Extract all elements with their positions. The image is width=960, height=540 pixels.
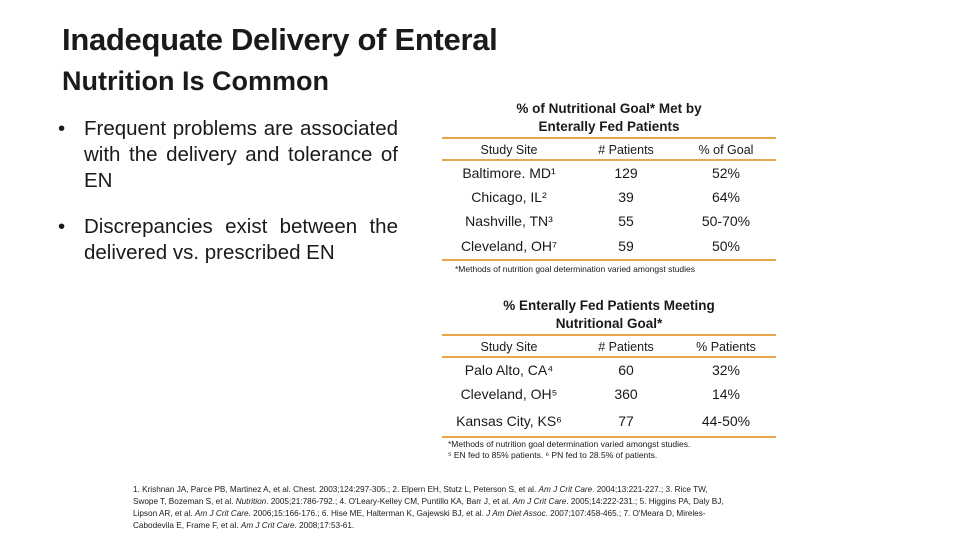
references: 1. Krishnan JA, Parce PB, Martinez A, et…: [133, 484, 793, 532]
table-row: Cleveland, OH⁷ 59 50%: [442, 233, 776, 261]
slide-subtitle: Nutrition Is Common: [62, 66, 329, 96]
slide-title: Inadequate Delivery of Enteral: [62, 22, 498, 57]
bullet-item: • Frequent problems are associated with …: [58, 116, 398, 194]
bullet-text: Frequent problems are associated with th…: [84, 117, 398, 192]
table-row: Kansas City, KS⁶ 77 44-50%: [442, 406, 776, 438]
table1-title: % of Nutritional Goal* Met by Enterally …: [516, 101, 702, 134]
bullet-text: Discrepancies exist between the delivere…: [84, 215, 398, 264]
table-row: Baltimore. MD¹ 129 52%: [462, 165, 741, 181]
table2-header: Study Site # Patients % Patients: [442, 336, 776, 358]
table2: Study Site # Patients % Patients Palo Al…: [442, 334, 776, 438]
bullet-item: • Discrepancies exist between the delive…: [58, 214, 398, 266]
reference-line: Cabodevila E, Frame F, et al. Am J Crit …: [133, 521, 355, 530]
table2-footnote: *Methods of nutrition goal determination…: [448, 439, 691, 460]
table1-header: Study Site # Patients % of Goal: [442, 139, 776, 161]
bullet-dot-icon: •: [58, 117, 66, 140]
table-row: Cleveland, OH⁵ 360 14%: [460, 386, 741, 402]
reference-line: 1. Krishnan JA, Parce PB, Martinez A, et…: [133, 485, 708, 494]
table-row: Palo Alto, CA⁴ 60 32%: [464, 362, 741, 378]
table1: Study Site # Patients % of Goal Baltimor…: [442, 137, 776, 261]
reference-line: Lipson AR, et al. Am J Crit Care. 2006;1…: [133, 509, 706, 518]
table-row: Nashville, TN³ 55 50-70%: [465, 213, 751, 229]
table2-title: % Enterally Fed Patients Meeting Nutriti…: [503, 298, 715, 331]
bullet-list: • Frequent problems are associated with …: [58, 116, 398, 286]
bullet-dot-icon: •: [58, 215, 66, 238]
table1-footnote: *Methods of nutrition goal determination…: [455, 264, 696, 274]
table-row: Chicago, IL² 39 64%: [471, 189, 741, 205]
reference-line: Swope T, Bozeman S, et al. Nutrition. 20…: [133, 497, 724, 506]
